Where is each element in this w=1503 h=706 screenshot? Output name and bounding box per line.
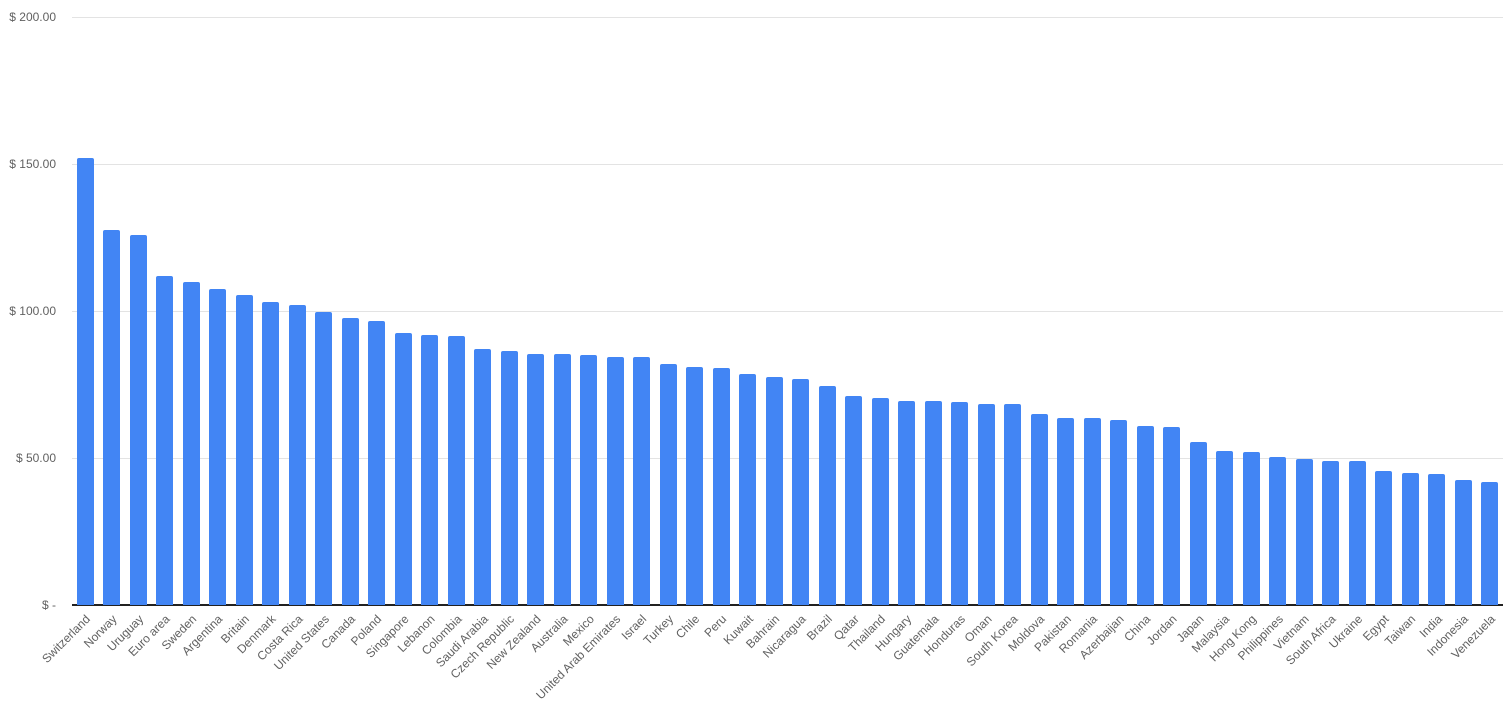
bar[interactable]: [1004, 403, 1022, 605]
bar[interactable]: [1189, 441, 1207, 605]
bar[interactable]: [262, 302, 280, 605]
gridline: [72, 17, 1503, 18]
bar[interactable]: [103, 230, 121, 605]
bar[interactable]: [235, 294, 253, 605]
bar[interactable]: [580, 355, 598, 605]
bar[interactable]: [1269, 456, 1287, 605]
bar[interactable]: [209, 288, 227, 605]
bar[interactable]: [924, 400, 942, 605]
bar[interactable]: [421, 334, 439, 605]
bar[interactable]: [1322, 460, 1340, 605]
plot-area: [72, 17, 1503, 606]
bar[interactable]: [871, 397, 889, 605]
bar[interactable]: [633, 356, 651, 605]
bar[interactable]: [1057, 418, 1075, 605]
bar[interactable]: [792, 378, 810, 605]
bar[interactable]: [76, 158, 94, 605]
bar[interactable]: [1163, 427, 1181, 605]
gridline: [72, 311, 1503, 312]
bar[interactable]: [129, 234, 147, 605]
x-axis-label: Brazil: [804, 612, 836, 644]
bar[interactable]: [368, 321, 386, 605]
bar[interactable]: [1030, 413, 1048, 605]
bar[interactable]: [1401, 472, 1419, 605]
x-axis-label: Chile: [673, 612, 703, 642]
bar[interactable]: [1375, 471, 1393, 605]
bar[interactable]: [394, 333, 412, 605]
bar[interactable]: [474, 349, 492, 605]
bar[interactable]: [712, 368, 730, 605]
bar[interactable]: [739, 374, 757, 605]
x-axis-label: Turkey: [640, 612, 677, 648]
bar[interactable]: [1216, 450, 1234, 605]
bar[interactable]: [1481, 481, 1499, 605]
y-axis-tick-label: $ 50.00: [15, 451, 56, 465]
y-axis-tick-label: $ 200.00: [9, 10, 56, 24]
bar[interactable]: [845, 396, 863, 605]
x-axis-line: [72, 604, 1503, 606]
bar[interactable]: [606, 356, 624, 605]
bar[interactable]: [898, 400, 916, 605]
x-axis-labels: Switzerland Norway Uruguay Euro area Sweden A…: [39, 609, 1503, 706]
bar[interactable]: [977, 403, 995, 605]
bar[interactable]: [500, 350, 518, 605]
bar[interactable]: [1295, 459, 1313, 605]
bar[interactable]: [1242, 452, 1260, 605]
bar[interactable]: [527, 353, 545, 605]
bar[interactable]: [765, 377, 783, 605]
bar[interactable]: [1136, 425, 1154, 605]
bar[interactable]: [1454, 480, 1472, 605]
bar[interactable]: [686, 366, 704, 605]
y-axis-tick-label: $ 100.00: [9, 304, 56, 318]
bar[interactable]: [818, 385, 836, 605]
bar[interactable]: [1110, 419, 1128, 605]
bar[interactable]: [447, 336, 465, 605]
bar[interactable]: [1348, 460, 1366, 605]
gridline: [72, 458, 1503, 459]
bar[interactable]: [659, 363, 677, 605]
bar[interactable]: [341, 318, 359, 605]
bar[interactable]: [315, 312, 333, 605]
bar[interactable]: [182, 281, 200, 605]
y-axis-tick-label: $ 150.00: [9, 157, 56, 171]
bar[interactable]: [951, 402, 969, 605]
gridline: [72, 164, 1503, 165]
bar[interactable]: [1428, 474, 1446, 605]
y-axis-tick-label: $ -: [41, 598, 56, 612]
bar[interactable]: [156, 275, 174, 605]
bar[interactable]: [288, 305, 306, 605]
bar[interactable]: [553, 353, 571, 605]
bar[interactable]: [1083, 418, 1101, 605]
